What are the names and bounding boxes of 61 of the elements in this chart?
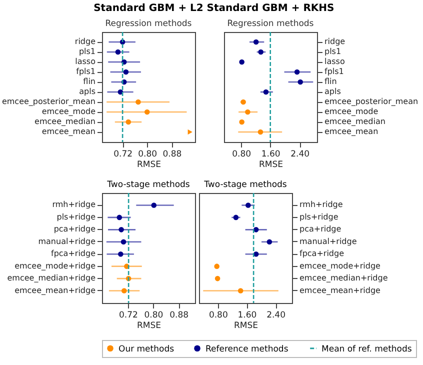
y-tick-label: apls	[324, 87, 341, 96]
chart-subtitle: Regression methods	[227, 18, 314, 29]
y-tick-label: emcee_mode	[42, 107, 96, 116]
x-tick-label: 2.40	[266, 310, 286, 320]
x-axis-title: RMSE	[136, 321, 162, 331]
y-tick-label: ridge	[324, 37, 346, 46]
y-tick-label: flin	[83, 77, 96, 86]
y-tick-label: manual+ridge	[300, 236, 357, 246]
chart-title: Standard GBM + RKHS	[206, 2, 334, 14]
legend-label: Reference methods	[206, 344, 289, 354]
y-tick-label: emcee_mode+ridge	[14, 261, 96, 270]
y-tick-label: rmh+ridge	[52, 200, 96, 210]
x-tick-label: 0.88	[162, 150, 182, 160]
y-tick-label: emcee_mean+ridge	[300, 286, 381, 295]
y-tick-label: emcee_median	[324, 117, 386, 126]
y-tick-label: pca+ridge	[300, 224, 342, 234]
y-tick-label: emcee_mean	[42, 127, 96, 136]
x-tick-label: 0.88	[170, 310, 189, 320]
x-tick-label: 0.72	[118, 310, 138, 320]
chart-subtitle: Regression methods	[105, 18, 192, 29]
y-tick-label: pls+ridge	[300, 212, 338, 222]
y-tick-label: ridge	[74, 37, 96, 46]
y-tick-label: rmh+ridge	[300, 200, 343, 210]
y-tick-label: emcee_posterior_mean	[2, 97, 96, 106]
x-tick-label: 0.80	[208, 310, 228, 320]
y-tick-label: manual+ridge	[38, 236, 96, 246]
y-tick-label: pls1	[78, 47, 96, 56]
legend-label: Our methods	[118, 344, 175, 354]
y-tick-label: pls1	[324, 47, 342, 56]
y-tick-label: fpca+ridge	[51, 249, 96, 258]
y-tick-label: lasso	[324, 57, 345, 66]
y-tick-label: emcee_median+ridge	[300, 274, 388, 283]
y-tick-label: pls+ridge	[56, 212, 96, 222]
x-tick-label: 1.60	[238, 310, 257, 320]
legend-label: Mean of ref. methods	[322, 344, 412, 354]
x-tick-label: 0.80	[232, 150, 252, 160]
x-tick-label: 0.72	[114, 150, 133, 160]
y-tick-label: emcee_posterior_mean	[324, 97, 418, 106]
y-tick-label: emcee_mean	[324, 127, 378, 136]
y-tick-label: emcee_median	[34, 117, 96, 126]
y-tick-label: flin	[324, 77, 337, 86]
y-tick-label: fpls1	[324, 67, 344, 76]
x-axis-title: RMSE	[234, 321, 258, 331]
y-tick-label: apls	[79, 87, 96, 96]
x-tick-label: 2.40	[290, 150, 310, 160]
y-tick-label: emcee_mode	[324, 107, 378, 116]
chart-title: Standard GBM + L2	[94, 2, 204, 14]
y-tick-label: emcee_mode+ridge	[300, 261, 381, 270]
y-tick-label: pca+ridge	[54, 224, 96, 234]
x-tick-label: 0.80	[138, 150, 158, 160]
x-tick-label: 1.60	[261, 150, 280, 160]
x-axis-title: RMSE	[258, 160, 284, 170]
y-tick-label: lasso	[75, 57, 96, 66]
y-tick-label: emcee_median+ridge	[7, 274, 96, 283]
x-axis-title: RMSE	[136, 160, 162, 170]
y-tick-label: fpls1	[76, 67, 96, 76]
y-tick-label: emcee_mean+ridge	[14, 286, 96, 295]
y-tick-label: fpca+ridge	[300, 249, 344, 258]
chart-title: Two-stage methods	[203, 180, 288, 190]
x-tick-label: 0.80	[144, 310, 164, 320]
chart-title: Two-stage methods	[106, 180, 190, 190]
